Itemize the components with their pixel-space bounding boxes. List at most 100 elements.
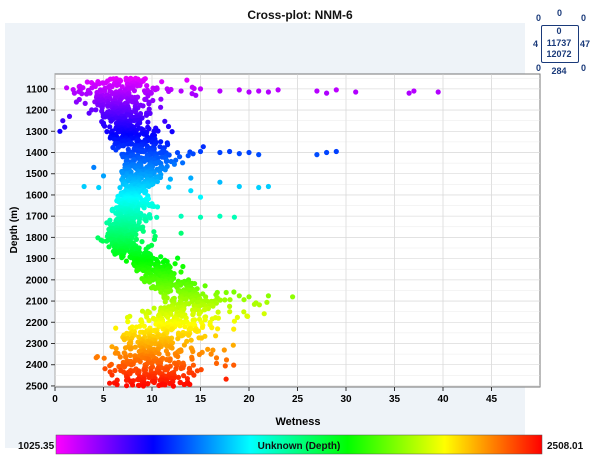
data-point — [185, 153, 191, 159]
data-point — [190, 348, 196, 355]
data-point — [125, 141, 131, 147]
data-point — [202, 283, 208, 289]
data-point — [114, 82, 120, 88]
data-point — [231, 362, 237, 368]
data-point — [100, 238, 106, 244]
y-axis-label: Depth (m) — [9, 207, 20, 254]
data-points — [57, 75, 441, 389]
summary-bottom: 284 — [551, 66, 567, 76]
data-point — [166, 184, 172, 190]
data-point — [155, 128, 161, 134]
outlier-point — [333, 148, 339, 155]
data-point — [181, 342, 187, 348]
outlier-point — [71, 90, 77, 96]
data-point — [149, 341, 155, 347]
data-point — [190, 312, 196, 318]
data-point — [151, 229, 157, 235]
data-point — [107, 124, 113, 130]
data-point — [215, 326, 221, 332]
x-tick-label: 45 — [486, 394, 498, 405]
data-point — [177, 380, 183, 386]
data-point — [151, 236, 158, 242]
data-point — [163, 158, 169, 165]
data-point — [196, 311, 202, 317]
x-axis-ticks: 0 5 10 15 20 25 30 35 40 45 — [52, 387, 497, 405]
data-point — [158, 104, 164, 110]
data-point — [134, 268, 140, 274]
data-point — [221, 347, 227, 353]
y-axis-ticks: 1100 1200 1300 1400 1500 1600 1700 1800 1900 2000… — [26, 84, 55, 392]
data-point — [134, 227, 140, 233]
data-point — [222, 297, 228, 303]
data-point — [215, 315, 221, 321]
data-point — [178, 333, 185, 339]
data-point — [162, 382, 168, 388]
y-tick-label: 2100 — [26, 297, 49, 308]
summary-top-inner: 0 — [556, 26, 562, 36]
data-point — [175, 255, 181, 261]
outlier-point — [275, 87, 281, 93]
data-point — [160, 259, 166, 265]
data-point — [184, 77, 190, 83]
outlier-point — [411, 88, 417, 94]
summary-bottom-left: 0 — [536, 63, 542, 73]
data-point — [234, 314, 240, 320]
data-point — [86, 110, 92, 116]
outlier-point — [60, 118, 66, 124]
data-point — [121, 364, 128, 370]
outlier-point — [231, 318, 237, 324]
outlier-point — [100, 173, 107, 179]
outlier-point — [231, 214, 237, 220]
data-point — [131, 88, 137, 94]
data-point — [223, 357, 230, 363]
data-point — [230, 342, 236, 348]
data-point — [164, 367, 170, 373]
data-point — [156, 382, 162, 389]
outlier-point — [227, 148, 233, 155]
x-axis-label: Wetness — [275, 416, 320, 428]
data-point — [175, 353, 181, 360]
data-point — [151, 305, 157, 311]
outlier-point — [290, 294, 296, 300]
summary-center-box — [541, 25, 579, 63]
data-point — [128, 153, 134, 159]
outlier-point — [217, 149, 223, 156]
data-point — [158, 96, 164, 102]
data-point — [158, 254, 164, 260]
data-point — [141, 330, 147, 336]
data-point — [180, 160, 186, 166]
outlier-point — [406, 90, 412, 96]
data-point — [139, 239, 145, 245]
data-point — [191, 85, 197, 92]
y-tick-label: 2300 — [26, 339, 49, 350]
data-point — [141, 323, 147, 329]
data-point — [106, 244, 112, 250]
outlier-point — [188, 188, 194, 194]
data-point — [227, 297, 233, 303]
outlier-point — [333, 87, 339, 93]
y-tick-label: 2400 — [26, 360, 49, 371]
data-point — [84, 79, 90, 85]
data-point — [128, 362, 134, 368]
data-point — [176, 349, 182, 355]
data-point — [124, 383, 130, 389]
data-point — [251, 301, 257, 307]
data-point — [202, 317, 208, 323]
data-point — [178, 365, 184, 372]
data-point — [241, 309, 247, 315]
outlier-point — [236, 183, 242, 190]
data-point — [113, 147, 119, 153]
data-point — [175, 336, 181, 342]
data-point — [143, 218, 149, 224]
data-point — [173, 157, 179, 163]
color-scale-min-label: 1025.35 — [18, 441, 55, 452]
data-point — [231, 326, 237, 332]
data-point — [121, 337, 127, 343]
data-point — [140, 267, 146, 274]
data-point — [117, 354, 123, 360]
outlier-point — [236, 87, 242, 93]
data-point — [140, 383, 146, 389]
data-point — [96, 81, 102, 87]
data-point — [112, 367, 118, 374]
data-point — [84, 91, 90, 97]
